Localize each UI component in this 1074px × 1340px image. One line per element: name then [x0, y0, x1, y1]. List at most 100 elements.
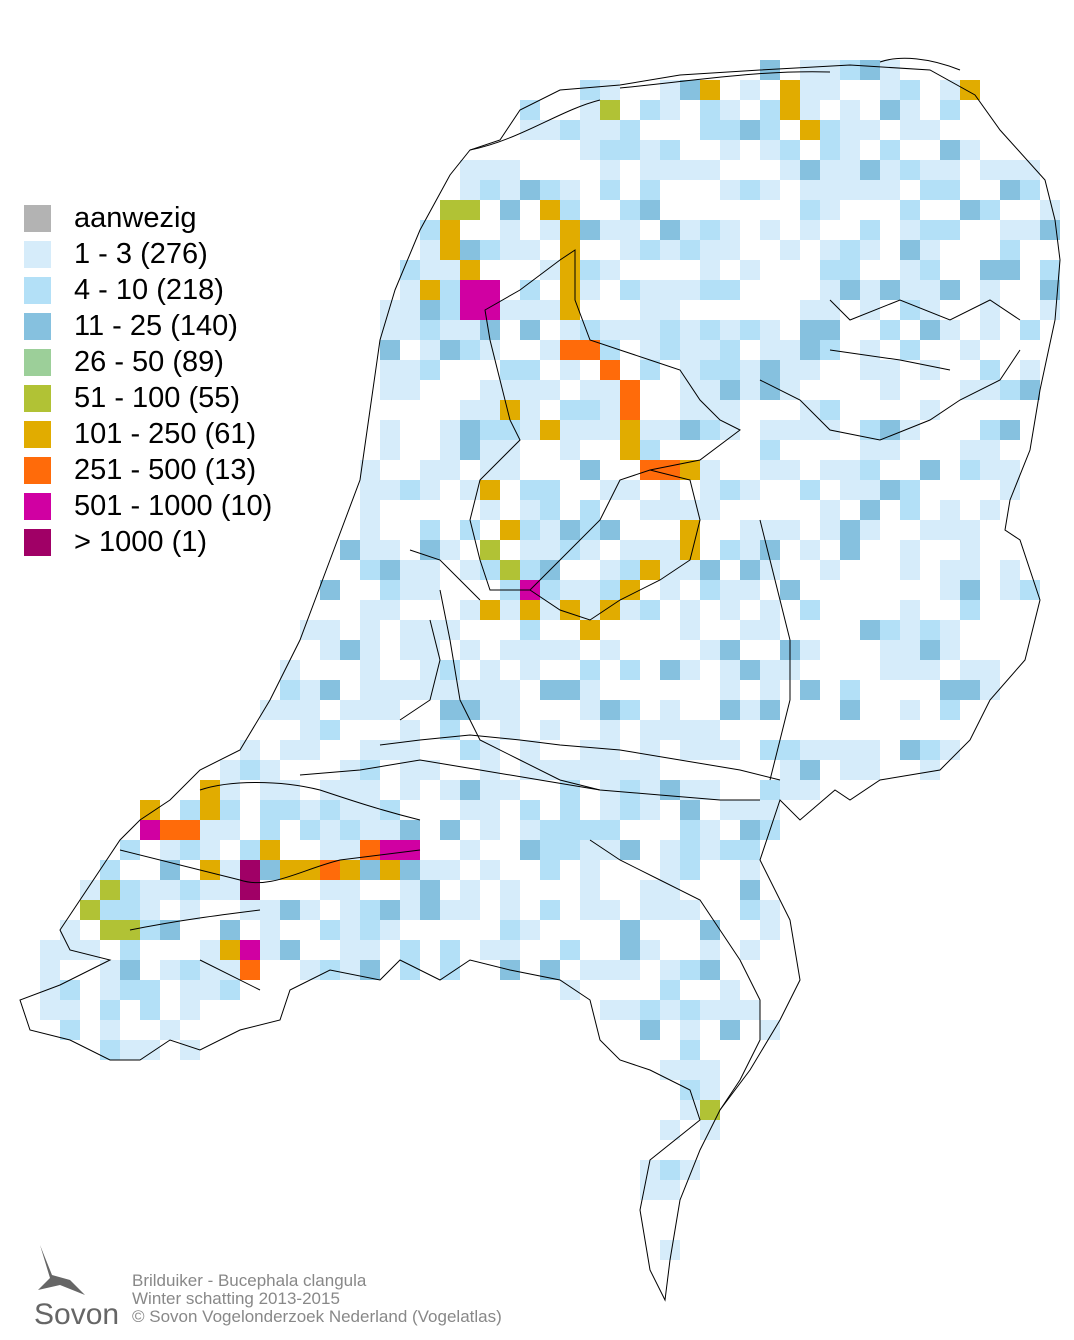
grid-cell	[600, 160, 620, 180]
grid-cell	[860, 760, 880, 780]
grid-cell	[820, 520, 840, 540]
grid-cell	[900, 480, 920, 500]
legend-item: 51 - 100 (55)	[24, 380, 272, 416]
grid-cell	[480, 680, 500, 700]
grid-cell	[380, 300, 400, 320]
grid-cell	[640, 440, 660, 460]
grid-cell	[860, 160, 880, 180]
grid-cell	[740, 320, 760, 340]
grid-cell	[220, 760, 240, 780]
grid-cell	[620, 400, 640, 420]
grid-cell	[120, 900, 140, 920]
grid-cell	[680, 420, 700, 440]
grid-cell	[700, 160, 720, 180]
legend-swatch	[24, 492, 51, 520]
grid-cell	[400, 480, 420, 500]
grid-cell	[1000, 460, 1020, 480]
grid-cell	[320, 620, 340, 640]
grid-cell	[560, 440, 580, 460]
grid-cell	[600, 420, 620, 440]
grid-cell	[680, 320, 700, 340]
grid-cell	[440, 280, 460, 300]
legend-label: 11 - 25 (140)	[74, 309, 238, 342]
grid-cell	[720, 480, 740, 500]
grid-cell	[560, 640, 580, 660]
grid-cell	[600, 180, 620, 200]
grid-cell	[800, 80, 820, 100]
grid-cell	[120, 840, 140, 860]
grid-cell	[700, 920, 720, 940]
grid-cell	[180, 840, 200, 860]
grid-cell	[880, 60, 900, 80]
grid-cell	[620, 480, 640, 500]
grid-cell	[740, 120, 760, 140]
grid-cell	[880, 380, 900, 400]
grid-cell	[280, 780, 300, 800]
sovon-logo: Sovon	[30, 1240, 120, 1335]
grid-cell	[320, 820, 340, 840]
grid-cell	[280, 800, 300, 820]
grid-cell	[640, 940, 660, 960]
grid-cell	[520, 740, 540, 760]
grid-cell	[800, 740, 820, 760]
grid-cell	[840, 760, 860, 780]
grid-cell	[140, 880, 160, 900]
grid-cell	[420, 560, 440, 580]
grid-cell	[760, 120, 780, 140]
grid-cell	[760, 620, 780, 640]
grid-cell	[80, 940, 100, 960]
legend-label: 501 - 1000 (10)	[74, 489, 273, 522]
grid-cell	[900, 560, 920, 580]
grid-cell	[860, 280, 880, 300]
grid-cell	[340, 860, 360, 880]
grid-cell	[420, 480, 440, 500]
legend-item: 1 - 3 (276)	[24, 236, 272, 272]
grid-cell	[200, 960, 220, 980]
grid-cell	[720, 1020, 740, 1040]
grid-cell	[380, 840, 400, 860]
grid-cell	[640, 880, 660, 900]
grid-cell	[820, 560, 840, 580]
grid-cell	[500, 220, 520, 240]
grid-cell	[800, 360, 820, 380]
grid-cell	[780, 520, 800, 540]
grid-cell	[380, 380, 400, 400]
grid-cell	[80, 880, 100, 900]
grid-cell	[1040, 220, 1060, 240]
grid-cell	[480, 440, 500, 460]
grid-cell	[300, 860, 320, 880]
grid-cell	[680, 220, 700, 240]
grid-cell	[500, 680, 520, 700]
grid-cell	[720, 1000, 740, 1020]
grid-cell	[580, 260, 600, 280]
grid-cell	[900, 640, 920, 660]
grid-cell	[480, 500, 500, 520]
grid-cell	[600, 380, 620, 400]
grid-cell	[560, 180, 580, 200]
grid-cell	[740, 860, 760, 880]
grid-cell	[700, 1100, 720, 1120]
grid-cell	[860, 480, 880, 500]
grid-cell	[740, 360, 760, 380]
legend-label: aanwezig	[74, 201, 197, 234]
grid-cell	[540, 340, 560, 360]
grid-cell	[680, 520, 700, 540]
grid-cell	[880, 80, 900, 100]
grid-cell	[620, 280, 640, 300]
credits: Brilduiker - Bucephala clangula Winter s…	[132, 1272, 502, 1326]
grid-cell	[600, 640, 620, 660]
grid-cell	[940, 160, 960, 180]
grid-cell	[940, 680, 960, 700]
grid-cell	[320, 680, 340, 700]
grid-cell	[540, 300, 560, 320]
grid-cell	[400, 280, 420, 300]
grid-cell	[460, 560, 480, 580]
grid-cell	[840, 480, 860, 500]
grid-cell	[400, 760, 420, 780]
grid-cell	[700, 260, 720, 280]
grid-cell	[480, 700, 500, 720]
grid-cell	[660, 240, 680, 260]
grid-cell	[720, 660, 740, 680]
grid-cell	[980, 320, 1000, 340]
grid-cell	[360, 700, 380, 720]
